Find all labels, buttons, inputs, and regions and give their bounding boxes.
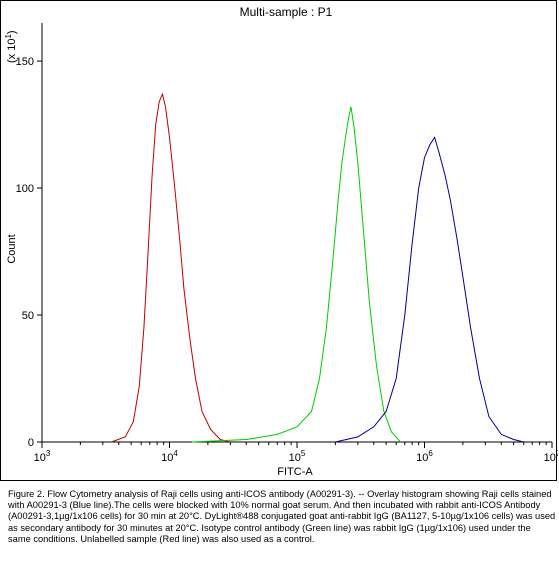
x-tick-label: 107 — [544, 449, 558, 464]
y-multiplier-close: ) — [6, 30, 18, 34]
axes — [41, 23, 552, 443]
x-tick-label: 106 — [416, 449, 433, 464]
y-tick-label: 0 — [28, 437, 34, 449]
x-axis-label: FITC-A — [277, 466, 313, 478]
x-tick-label: 105 — [289, 449, 306, 464]
ticks-group: 0 50 100 150 103 104 105 106 107 — [16, 56, 558, 464]
y-axis-label: Count — [6, 234, 18, 263]
chart-title: Multi-sample : P1 — [240, 5, 333, 19]
chart-frame: Multi-sample : P1 Count (x 101) FITC-A 0… — [0, 0, 558, 481]
y-tick-label: 100 — [16, 183, 34, 195]
y-tick-label: 50 — [22, 310, 34, 322]
y-multiplier-label: (x 10 — [6, 39, 18, 63]
x-tick-label: 103 — [34, 449, 51, 464]
figure-caption: Figure 2. Flow Cytometry analysis of Raj… — [8, 489, 556, 544]
series-line-1 — [111, 92, 231, 443]
series-line-3 — [335, 136, 524, 443]
series-line-2 — [191, 106, 401, 443]
x-tick-label: 104 — [161, 449, 178, 464]
series-group — [111, 92, 524, 443]
y-multiplier-exponent: 1 — [4, 34, 13, 39]
y-tick-label: 150 — [16, 56, 34, 68]
histogram-chart: Multi-sample : P1 Count (x 101) FITC-A 0… — [4, 5, 558, 478]
y-axis-multiplier: (x 101) — [4, 30, 18, 63]
